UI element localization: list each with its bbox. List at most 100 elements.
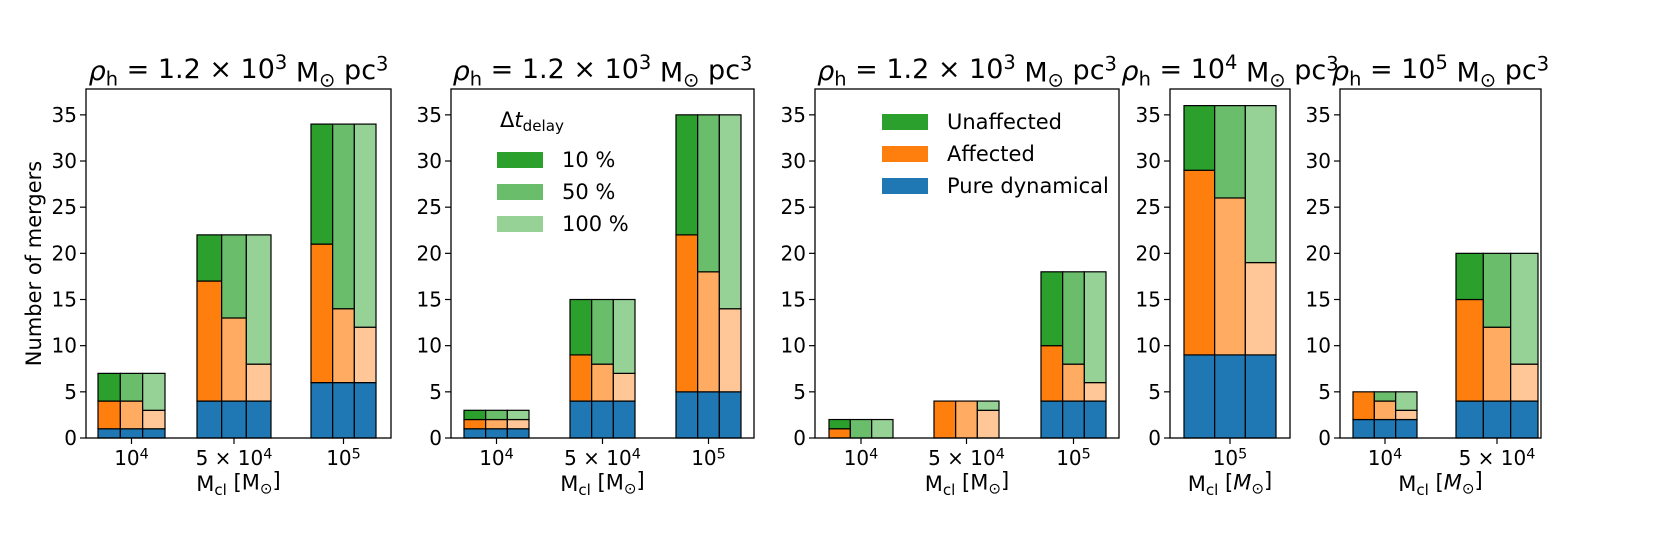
legend-entry: 10 % <box>562 148 615 172</box>
x-tick-label-part: 4 <box>263 447 272 463</box>
x-tick-label-part: 4 <box>505 447 514 463</box>
bar-unaffected-delay-50 <box>1482 252 1512 328</box>
bar-unaffected-delay-100 <box>718 114 742 310</box>
axes-frame <box>1339 88 1542 439</box>
bar-affected-delay-10 <box>1183 169 1216 356</box>
bar-affected-delay-50 <box>955 400 978 439</box>
x-axis-label: Mcl [M⊙] <box>1188 469 1273 500</box>
x-tick-label: 5 × 104 <box>196 446 273 470</box>
x-tick-label-part: 4 <box>1526 447 1535 463</box>
bar-pure-dynamical-delay-50 <box>485 428 508 439</box>
y-tick-label: 0 <box>1148 426 1161 450</box>
x-axis-label: Mcl [M⊙] <box>560 469 645 500</box>
x-tick-label-part: 10 <box>844 446 869 470</box>
bar-pure-dynamical-delay-50 <box>1214 354 1246 439</box>
bar-affected-delay-100 <box>1510 363 1539 402</box>
bar-pure-dynamical-delay-100 <box>142 428 166 439</box>
axes-frame <box>1169 88 1291 439</box>
bar-pure-dynamical-delay-10 <box>569 400 593 439</box>
bar-pure-dynamical-delay-50 <box>1373 418 1397 439</box>
bar-affected-delay-50 <box>697 271 720 393</box>
bar-unaffected-delay-100 <box>353 123 377 328</box>
bar-unaffected-delay-50 <box>849 418 873 439</box>
panel-subtitle-part: 3 <box>740 52 752 75</box>
x-axis-label-part: ⊙ <box>260 480 273 498</box>
bar-pure-dynamical-delay-100 <box>718 391 742 439</box>
bar-unaffected-delay-100 <box>612 298 636 374</box>
bar-affected-delay-100 <box>506 418 530 430</box>
panel-subtitle-part: ρ <box>817 56 834 87</box>
bar-unaffected-delay-50 <box>1062 271 1085 365</box>
bar-pure-dynamical-delay-50 <box>221 400 247 439</box>
x-tick-label-part: 4 <box>632 447 641 463</box>
panel-subtitle: ρh = 104 M⊙ pc3 <box>1121 51 1338 92</box>
panel-subtitle-part: 5 <box>1436 51 1448 74</box>
bar-unaffected-delay-10 <box>1455 252 1484 301</box>
bar-affected-delay-10 <box>1352 391 1375 421</box>
x-axis-label-part: M <box>1398 472 1416 496</box>
bar-unaffected-delay-10 <box>1040 271 1064 347</box>
x-tick-label-part: 4 <box>140 447 149 463</box>
y-tick-label: 20 <box>417 241 442 265</box>
y-tick-label: 20 <box>1136 241 1161 265</box>
x-tick-label-part: 5 <box>717 447 726 463</box>
bar-pure-dynamical-delay-100 <box>612 400 636 439</box>
x-axis-label-part: ⊙ <box>1251 480 1264 498</box>
bar-unaffected-delay-50 <box>1373 391 1397 402</box>
panel-subtitle-part: h <box>1139 67 1151 90</box>
x-tick-label-part: 5 × 10 <box>196 446 264 470</box>
panel-subtitle-part: ⊙ <box>1269 69 1285 92</box>
bar-affected-delay-10 <box>828 428 851 439</box>
y-tick-label: 15 <box>781 288 806 312</box>
legend-swatch <box>497 152 543 168</box>
panel-subtitle-part: = 1.2 × 10 <box>118 54 275 85</box>
bar-pure-dynamical-delay-100 <box>1510 400 1539 439</box>
x-tick-label-part: 5 × 10 <box>564 446 632 470</box>
x-tick-label: 105 <box>691 446 726 470</box>
legend-title: Δtdelay <box>500 108 564 135</box>
bar-affected-delay-10 <box>933 400 957 439</box>
x-axis-label-part: [M <box>955 470 988 494</box>
y-tick-label: 25 <box>417 195 442 219</box>
panel-subtitle-part: 3 <box>376 52 388 75</box>
panel-subtitle-part: ρ <box>1332 56 1349 87</box>
y-tick-label: 5 <box>64 380 77 404</box>
y-tick-label: 30 <box>1136 149 1161 173</box>
bar-unaffected-delay-10 <box>675 114 699 236</box>
x-tick-label: 104 <box>844 446 879 470</box>
axes-frame <box>814 88 1120 439</box>
x-tick-label-part: 4 <box>1393 447 1402 463</box>
x-tick-label-part: 4 <box>996 447 1005 463</box>
y-tick-label: 10 <box>781 334 806 358</box>
panel-subtitle-part: ⊙ <box>683 69 699 92</box>
panel-subtitle-part: 3 <box>1003 51 1015 74</box>
panel-subtitle-part: M <box>1237 57 1269 88</box>
panel-subtitle-part: pc <box>1064 55 1105 86</box>
x-axis-label-part: cl <box>578 481 591 499</box>
legend: Unaffected Affected Pure dynamical <box>882 110 1109 198</box>
panel-subtitle-part: = 10 <box>1151 54 1225 85</box>
legend-entry: Unaffected <box>947 110 1062 134</box>
y-tick-label: 0 <box>1318 426 1331 450</box>
x-tick-label-part: 5 <box>352 447 361 463</box>
x-axis-label: Mcl [M⊙] <box>925 469 1010 500</box>
bar-unaffected-delay-50 <box>1214 105 1246 199</box>
bar-unaffected-delay-100 <box>1244 105 1277 264</box>
panel-subtitle-part: ρ <box>1121 56 1138 87</box>
bar-unaffected-delay-50 <box>697 114 720 273</box>
bar-pure-dynamical-delay-100 <box>245 400 272 439</box>
y-tick-label: 15 <box>52 288 77 312</box>
panel-subtitle-part: ⊙ <box>1480 69 1496 92</box>
x-axis-label-part: M <box>1188 472 1206 496</box>
bar-affected-delay-50 <box>1214 197 1246 356</box>
x-axis-label-part: [M <box>227 470 260 494</box>
bar-pure-dynamical-delay-10 <box>463 428 487 439</box>
bar-pure-dynamical-delay-10 <box>1183 354 1216 439</box>
bar-affected-delay-50 <box>485 418 508 430</box>
y-tick-label: 20 <box>781 241 806 265</box>
y-tick-label: 15 <box>417 288 442 312</box>
x-axis-label-part: cl <box>943 481 956 499</box>
panel-subtitle-part: h <box>470 67 482 90</box>
